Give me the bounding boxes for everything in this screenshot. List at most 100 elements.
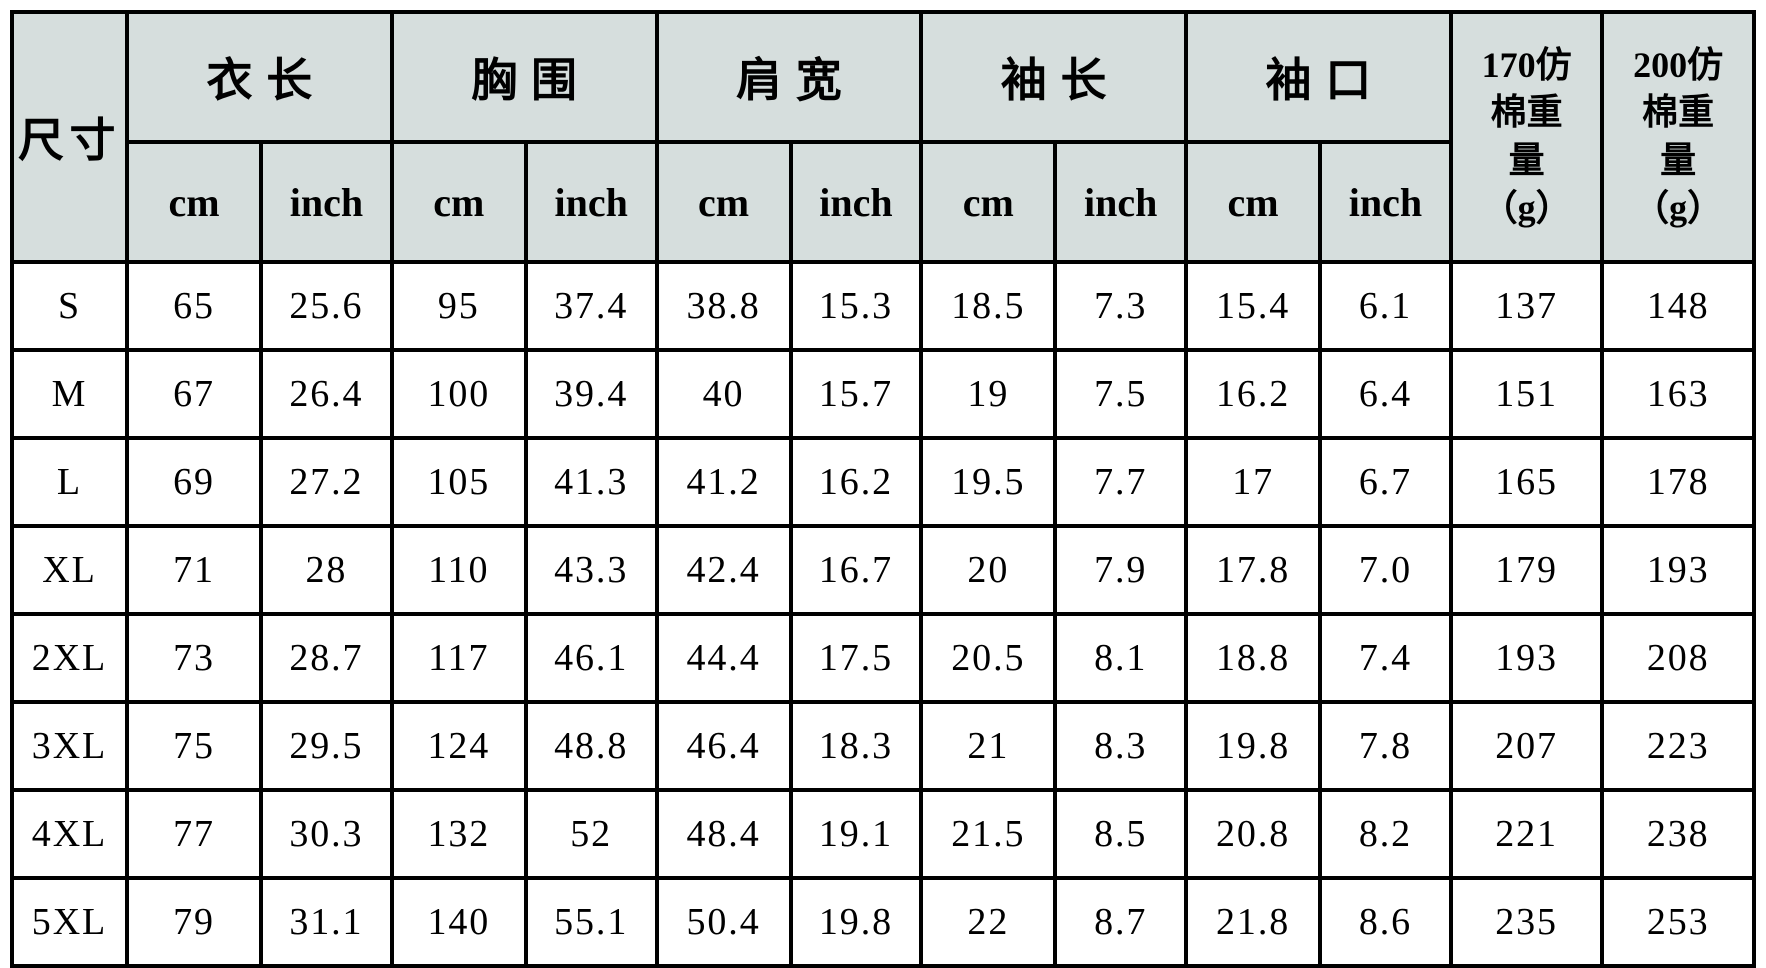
group-header-garment-length: 衣长 <box>124 10 394 144</box>
group-header-cuff: 袖口 <box>1184 10 1453 144</box>
value-cell: 48.8 <box>523 700 659 792</box>
value-cell: 25.6 <box>259 260 394 352</box>
value-cell: 8.7 <box>1053 876 1189 968</box>
table-row: 4XL 77 30.3 132 52 48.4 19.1 21.5 8.5 20.8 8.2 221 2… <box>10 788 1756 880</box>
value-cell: 41.2 <box>654 436 793 528</box>
value-cell: 7.7 <box>1053 436 1189 528</box>
unit-header-inch: inch <box>1318 140 1453 264</box>
group-header-chest: 胸围 <box>389 10 659 144</box>
value-cell: 39.4 <box>523 348 659 440</box>
unit-header-cm: cm <box>654 140 793 264</box>
value-cell: 77 <box>124 788 264 880</box>
table-row: 5XL 79 31.1 140 55.1 50.4 19.8 22 8.7 21.8 8.6 235 2… <box>10 876 1756 968</box>
value-cell: 235 <box>1448 876 1605 968</box>
table-row: 3XL 75 29.5 124 48.8 46.4 18.3 21 8.3 19.8 7.8 207 2… <box>10 700 1756 792</box>
value-cell: 42.4 <box>654 524 793 616</box>
value-cell: 207 <box>1448 700 1605 792</box>
value-cell: 75 <box>124 700 264 792</box>
header-weight-170: 170仿 棉重 量 （g） <box>1448 10 1605 264</box>
value-cell: 16.2 <box>1184 348 1323 440</box>
value-cell: 137 <box>1448 260 1605 352</box>
size-cell: 4XL <box>10 788 129 880</box>
value-cell: 65 <box>124 260 264 352</box>
value-cell: 19.5 <box>919 436 1058 528</box>
value-cell: 15.3 <box>788 260 924 352</box>
value-cell: 18.3 <box>788 700 924 792</box>
value-cell: 18.8 <box>1184 612 1323 704</box>
value-cell: 31.1 <box>259 876 394 968</box>
value-cell: 29.5 <box>259 700 394 792</box>
value-cell: 7.5 <box>1053 348 1189 440</box>
value-cell: 8.2 <box>1318 788 1453 880</box>
value-cell: 16.2 <box>788 436 924 528</box>
value-cell: 38.8 <box>654 260 793 352</box>
value-cell: 7.8 <box>1318 700 1453 792</box>
value-cell: 20 <box>919 524 1058 616</box>
value-cell: 40 <box>654 348 793 440</box>
value-cell: 26.4 <box>259 348 394 440</box>
value-cell: 8.6 <box>1318 876 1453 968</box>
value-cell: 69 <box>124 436 264 528</box>
value-cell: 15.7 <box>788 348 924 440</box>
value-cell: 19.8 <box>788 876 924 968</box>
size-cell: 3XL <box>10 700 129 792</box>
table-row: M 67 26.4 100 39.4 40 15.7 19 7.5 16.2 6.4 151 163 <box>10 348 1756 440</box>
value-cell: 46.1 <box>523 612 659 704</box>
value-cell: 17 <box>1184 436 1323 528</box>
value-cell: 18.5 <box>919 260 1058 352</box>
value-cell: 16.7 <box>788 524 924 616</box>
value-cell: 73 <box>124 612 264 704</box>
value-cell: 28.7 <box>259 612 394 704</box>
value-cell: 55.1 <box>523 876 659 968</box>
table-row: 2XL 73 28.7 117 46.1 44.4 17.5 20.5 8.1 18.8 7.4 19… <box>10 612 1756 704</box>
unit-header-inch: inch <box>788 140 924 264</box>
corner-header-size: 尺寸 <box>10 10 129 264</box>
value-cell: 21 <box>919 700 1058 792</box>
value-cell: 6.4 <box>1318 348 1453 440</box>
size-cell: L <box>10 436 129 528</box>
value-cell: 6.1 <box>1318 260 1453 352</box>
group-header-sleeve-length: 袖长 <box>919 10 1189 144</box>
value-cell: 100 <box>389 348 528 440</box>
value-cell: 37.4 <box>523 260 659 352</box>
size-cell: S <box>10 260 129 352</box>
value-cell: 20.8 <box>1184 788 1323 880</box>
value-cell: 132 <box>389 788 528 880</box>
value-cell: 19 <box>919 348 1058 440</box>
unit-header-cm: cm <box>919 140 1058 264</box>
value-cell: 165 <box>1448 436 1605 528</box>
value-cell: 140 <box>389 876 528 968</box>
value-cell: 178 <box>1600 436 1756 528</box>
value-cell: 71 <box>124 524 264 616</box>
size-chart-table: 尺寸 衣长 胸围 肩宽 袖长 袖口 170仿 棉重 量 （g） 200仿 棉重 … <box>10 10 1756 968</box>
value-cell: 193 <box>1600 524 1756 616</box>
value-cell: 50.4 <box>654 876 793 968</box>
value-cell: 17.8 <box>1184 524 1323 616</box>
unit-header-cm: cm <box>124 140 264 264</box>
table-row: S 65 25.6 95 37.4 38.8 15.3 18.5 7.3 15.4 6.1 137 14… <box>10 260 1756 352</box>
value-cell: 8.5 <box>1053 788 1189 880</box>
value-cell: 79 <box>124 876 264 968</box>
value-cell: 7.3 <box>1053 260 1189 352</box>
value-cell: 7.4 <box>1318 612 1453 704</box>
size-cell: 2XL <box>10 612 129 704</box>
value-cell: 15.4 <box>1184 260 1323 352</box>
value-cell: 43.3 <box>523 524 659 616</box>
value-cell: 110 <box>389 524 528 616</box>
value-cell: 124 <box>389 700 528 792</box>
value-cell: 52 <box>523 788 659 880</box>
value-cell: 238 <box>1600 788 1756 880</box>
table-body: S 65 25.6 95 37.4 38.8 15.3 18.5 7.3 15.4 6.1 137 14… <box>10 260 1756 968</box>
value-cell: 44.4 <box>654 612 793 704</box>
value-cell: 67 <box>124 348 264 440</box>
value-cell: 41.3 <box>523 436 659 528</box>
value-cell: 46.4 <box>654 700 793 792</box>
unit-header-inch: inch <box>259 140 394 264</box>
unit-header-inch: inch <box>523 140 659 264</box>
value-cell: 8.1 <box>1053 612 1189 704</box>
value-cell: 21.8 <box>1184 876 1323 968</box>
group-header-shoulder: 肩宽 <box>654 10 924 144</box>
size-cell: M <box>10 348 129 440</box>
value-cell: 117 <box>389 612 528 704</box>
